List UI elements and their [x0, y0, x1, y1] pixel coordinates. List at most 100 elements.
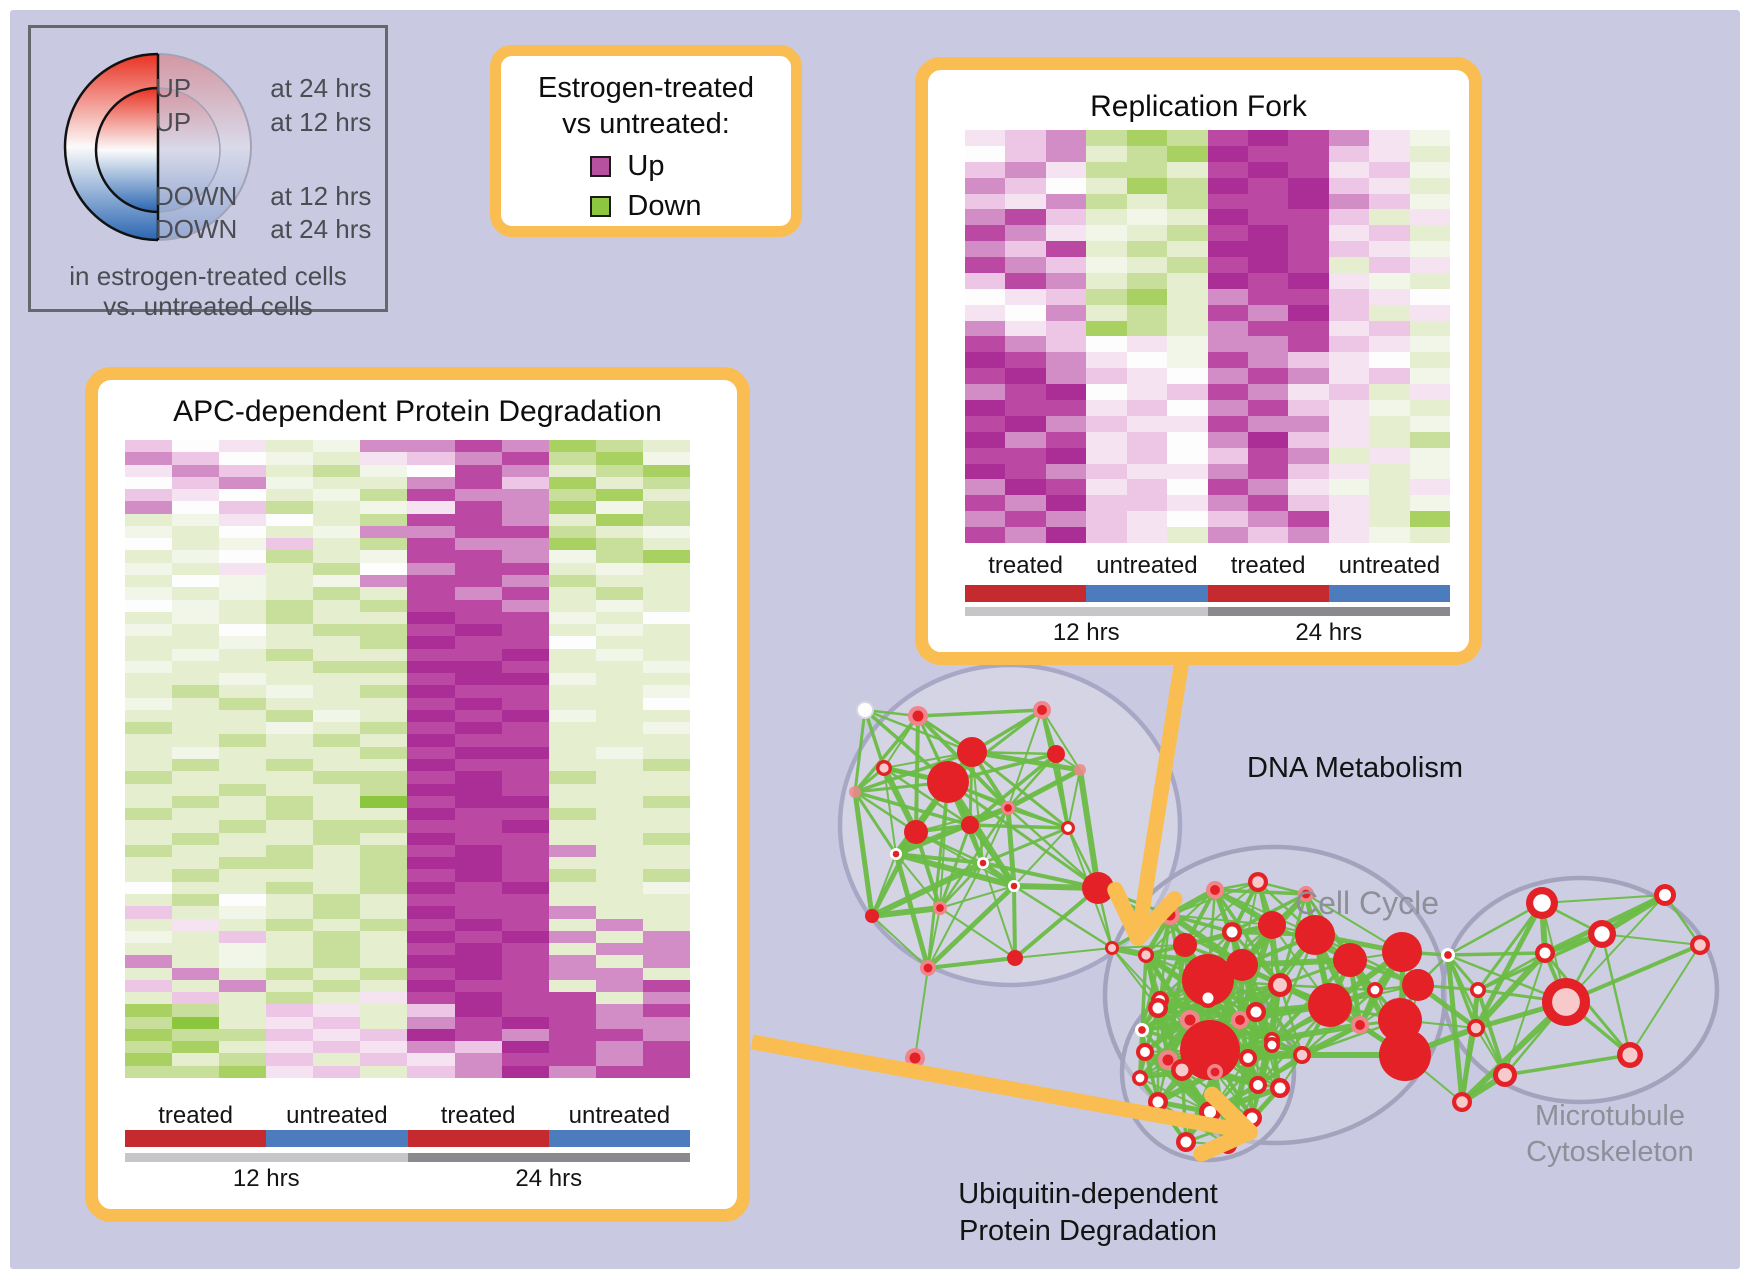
node-ring [920, 960, 936, 976]
heatmap-cell [1409, 368, 1450, 385]
heatmap-cell [266, 881, 314, 894]
network-edge [1184, 944, 1243, 966]
network-edge [927, 956, 1016, 970]
heatmap-cell [360, 893, 408, 907]
network-node-ringpink [1171, 1059, 1193, 1081]
network-edge [1313, 933, 1352, 962]
network-edge [1663, 894, 1702, 946]
heatmap-cell [360, 685, 408, 698]
network-node-ringwhite [1198, 988, 1218, 1008]
heatmap-cell [313, 795, 361, 809]
network-edge [1157, 979, 1209, 1009]
heatmap-cell [595, 771, 643, 784]
heatmap-cell [1328, 511, 1370, 528]
heatmap-cell [1409, 527, 1450, 543]
network-edge [1040, 709, 1058, 755]
heatmap-cell [360, 918, 408, 931]
network-node-solid [1308, 983, 1352, 1027]
network-edge [1007, 709, 1043, 809]
network-edge [1111, 947, 1159, 1009]
heatmap-cell [172, 759, 220, 772]
heatmap-cell [965, 415, 1006, 432]
heatmap-cell [1207, 320, 1248, 337]
heatmap-cell [313, 906, 361, 919]
heatmap-cell [360, 697, 408, 710]
heatmap-cell [219, 489, 267, 502]
heatmap-cell [360, 955, 408, 968]
heatmap-cell [125, 525, 173, 539]
node-core [1296, 1049, 1308, 1061]
heatmap-cell [1005, 257, 1046, 273]
heatmap-cell [548, 930, 596, 944]
network-edge [1397, 1019, 1408, 1056]
heatmap-cell [642, 808, 690, 821]
network-node-solid [1333, 943, 1367, 977]
network-edge [1159, 997, 1241, 1023]
heatmap-cell [313, 624, 361, 637]
node-ring [1105, 941, 1119, 955]
network-edge [1181, 1067, 1216, 1075]
heatmap-cell [1126, 304, 1168, 321]
heatmap-cell [595, 930, 643, 944]
network-node-ringwhite [1526, 887, 1558, 919]
heatmap-cell [360, 820, 408, 833]
network-edge [1140, 914, 1172, 1031]
network-edge [1144, 1049, 1211, 1053]
cluster-label-microtubule: Microtubule [1535, 1100, 1685, 1132]
network-edge [945, 780, 1017, 888]
heatmap-cell [125, 893, 173, 907]
node-core [927, 761, 969, 803]
heatmap-cell [1086, 272, 1127, 289]
heatmap-cell [313, 489, 361, 502]
network-edge [894, 805, 1010, 857]
network-edge [881, 766, 919, 834]
heatmap-cell [266, 820, 314, 833]
heatmap-cell [125, 722, 173, 735]
network-edge [1238, 1019, 1260, 1086]
heatmap-cell [1207, 288, 1248, 305]
network-node-ringwhite [1470, 982, 1486, 998]
network-edge [1158, 914, 1172, 1001]
heatmap-cell [1126, 225, 1168, 242]
heatmap-cell [1409, 145, 1450, 162]
heatmap-cell [548, 636, 596, 649]
heatmap-cell [501, 771, 549, 784]
node-ring [1160, 905, 1180, 925]
node-ring [1138, 947, 1154, 963]
heatmap-cell [501, 893, 549, 907]
heatmap-cell [548, 906, 596, 919]
heatmap-cell [313, 1016, 361, 1029]
heatmap-cell [595, 893, 643, 907]
network-edge [1145, 930, 1233, 957]
heatmap-cell [1167, 272, 1208, 289]
network-edge [1207, 982, 1283, 1053]
node-ring [933, 901, 947, 915]
network-node-ringwhite [1246, 1002, 1266, 1022]
time-label: 12 hrs [1052, 619, 1120, 646]
heatmap-cell [1045, 527, 1087, 543]
heatmap-cell [1005, 161, 1046, 178]
heatmap-cell [360, 464, 408, 477]
network-edge [1246, 1057, 1254, 1119]
heatmap-cell [172, 611, 220, 625]
cluster-ellipse-mt [1440, 875, 1720, 1105]
heatmap-cell [595, 820, 643, 833]
heatmap-cell [454, 1004, 502, 1017]
heatmap-cell [1328, 225, 1370, 242]
heatmap-cell [125, 820, 173, 833]
network-edge [1181, 1069, 1229, 1146]
network-node-solid [957, 737, 987, 767]
network-node-solid [1258, 911, 1286, 939]
node-core [849, 786, 861, 798]
heatmap-cell [266, 1065, 314, 1078]
node-ring [1158, 1050, 1178, 1070]
heatmap-cell [313, 648, 361, 661]
network-edge [883, 766, 971, 827]
heatmap-cell [125, 771, 173, 784]
network-edge [1169, 913, 1233, 934]
heatmap-cell [595, 943, 643, 956]
heatmap-cell [501, 538, 549, 551]
network-edge [947, 708, 1043, 784]
figure-canvas: DNA Metabolism Cell Cycle Microtubule Cy… [10, 10, 1740, 1269]
network-node-ringred [1231, 1011, 1249, 1029]
